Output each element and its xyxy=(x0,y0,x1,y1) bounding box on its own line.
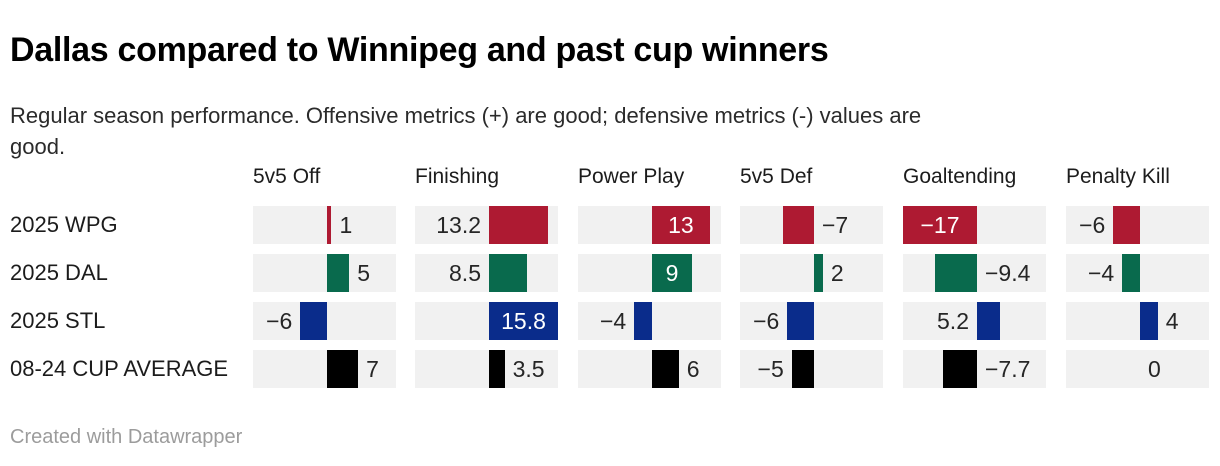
bar xyxy=(652,254,693,292)
bar-value-label: 13.2 xyxy=(436,212,481,238)
bar xyxy=(935,254,977,292)
bar-track: 8.5 xyxy=(415,254,558,292)
bar-track: 13 xyxy=(578,206,721,244)
bar-track: 13.2 xyxy=(415,206,558,244)
bar-value-label: 13 xyxy=(668,212,694,238)
bar xyxy=(1113,206,1140,244)
bar-track: 7 xyxy=(253,350,396,388)
bar-value-label: 6 xyxy=(686,356,700,382)
bar-value-label: 4 xyxy=(1165,308,1179,334)
bar-track: 6 xyxy=(578,350,721,388)
bar-track: −7 xyxy=(740,206,883,244)
row-label: 08-24 CUP AVERAGE xyxy=(10,356,229,381)
bar xyxy=(327,350,359,388)
column-header: 5v5 Off xyxy=(253,165,321,188)
bar-track: 4 xyxy=(1066,302,1209,340)
bar xyxy=(652,206,710,244)
bar-track: 1 xyxy=(253,206,396,244)
bar-value-label: −17 xyxy=(920,212,960,238)
bar-value-label: −5 xyxy=(757,356,784,382)
bar xyxy=(1122,254,1140,292)
bar xyxy=(903,206,977,244)
bar-value-label: 0 xyxy=(1148,356,1161,382)
subtitle-line-1: Regular season performance. Offensive me… xyxy=(10,103,922,128)
bar-track: 15.8 xyxy=(415,302,558,340)
row-label: 2025 WPG xyxy=(10,212,118,237)
column-header: Power Play xyxy=(578,165,685,188)
bar xyxy=(634,302,652,340)
bar-value-label: −6 xyxy=(753,308,780,334)
bar-track: 5.2 xyxy=(903,302,1046,340)
bar xyxy=(652,350,679,388)
column-header: Goaltending xyxy=(903,165,1017,188)
bar xyxy=(489,206,548,244)
bar-track: −4 xyxy=(578,302,721,340)
bar-track: −6 xyxy=(740,302,883,340)
bar-value-label: 7 xyxy=(366,356,379,382)
bar xyxy=(942,350,977,388)
bar-value-label: 3.5 xyxy=(512,356,545,382)
bar-value-label: −9.4 xyxy=(985,260,1031,286)
bar-value-label: 8.5 xyxy=(449,260,481,286)
bar-track: 9 xyxy=(578,254,721,292)
bar-value-label: 5.2 xyxy=(937,308,969,334)
bar-value-label: −4 xyxy=(1087,260,1115,286)
bar-track: −6 xyxy=(253,302,396,340)
bar-track: −9.4 xyxy=(903,254,1046,292)
bar-value-label: −7.7 xyxy=(985,356,1031,382)
bar xyxy=(489,350,505,388)
column-header: 5v5 Def xyxy=(740,165,813,188)
bar-value-label: −4 xyxy=(599,308,627,334)
bar xyxy=(1140,302,1158,340)
attribution-text: Created with Datawrapper xyxy=(10,426,243,448)
bar-value-label: −6 xyxy=(1079,212,1106,238)
bar-value-label: 15.8 xyxy=(501,308,546,334)
bar-value-label: 2 xyxy=(830,260,844,286)
chart-title: Dallas compared to Winnipeg and past cup… xyxy=(10,30,829,69)
bar-track: 2 xyxy=(740,254,883,292)
bar-value-label: 1 xyxy=(339,212,353,238)
bar xyxy=(791,350,814,388)
bar xyxy=(327,206,332,244)
bar-track: −6 xyxy=(1066,206,1209,244)
bar xyxy=(300,302,327,340)
column-header: Penalty Kill xyxy=(1066,165,1170,188)
bar xyxy=(787,302,814,340)
subtitle-line-2: good. xyxy=(10,134,66,159)
bar-value-label: −7 xyxy=(822,212,849,238)
bar-track: 3.5 xyxy=(415,350,558,388)
column-header: Finishing xyxy=(415,165,500,188)
bar-track: 0 xyxy=(1066,350,1209,388)
bar-value-label: 9 xyxy=(665,260,679,286)
bar-value-label: −6 xyxy=(266,308,293,334)
row-label: 2025 STL xyxy=(10,308,106,333)
bar xyxy=(782,206,814,244)
bar xyxy=(327,254,350,292)
bar-track: −17 xyxy=(903,206,1046,244)
bar xyxy=(489,254,527,292)
bar xyxy=(814,254,823,292)
bar-track: 5 xyxy=(253,254,396,292)
bar-track: −4 xyxy=(1066,254,1209,292)
bar xyxy=(489,302,558,340)
bar xyxy=(977,302,1001,340)
bar-track: −5 xyxy=(740,350,883,388)
bar-value-label: 5 xyxy=(357,260,371,286)
bar-track: −7.7 xyxy=(903,350,1046,388)
row-label: 2025 DAL xyxy=(10,260,108,285)
chart-subtitle: Regular season performance. Offensive me… xyxy=(10,100,921,162)
